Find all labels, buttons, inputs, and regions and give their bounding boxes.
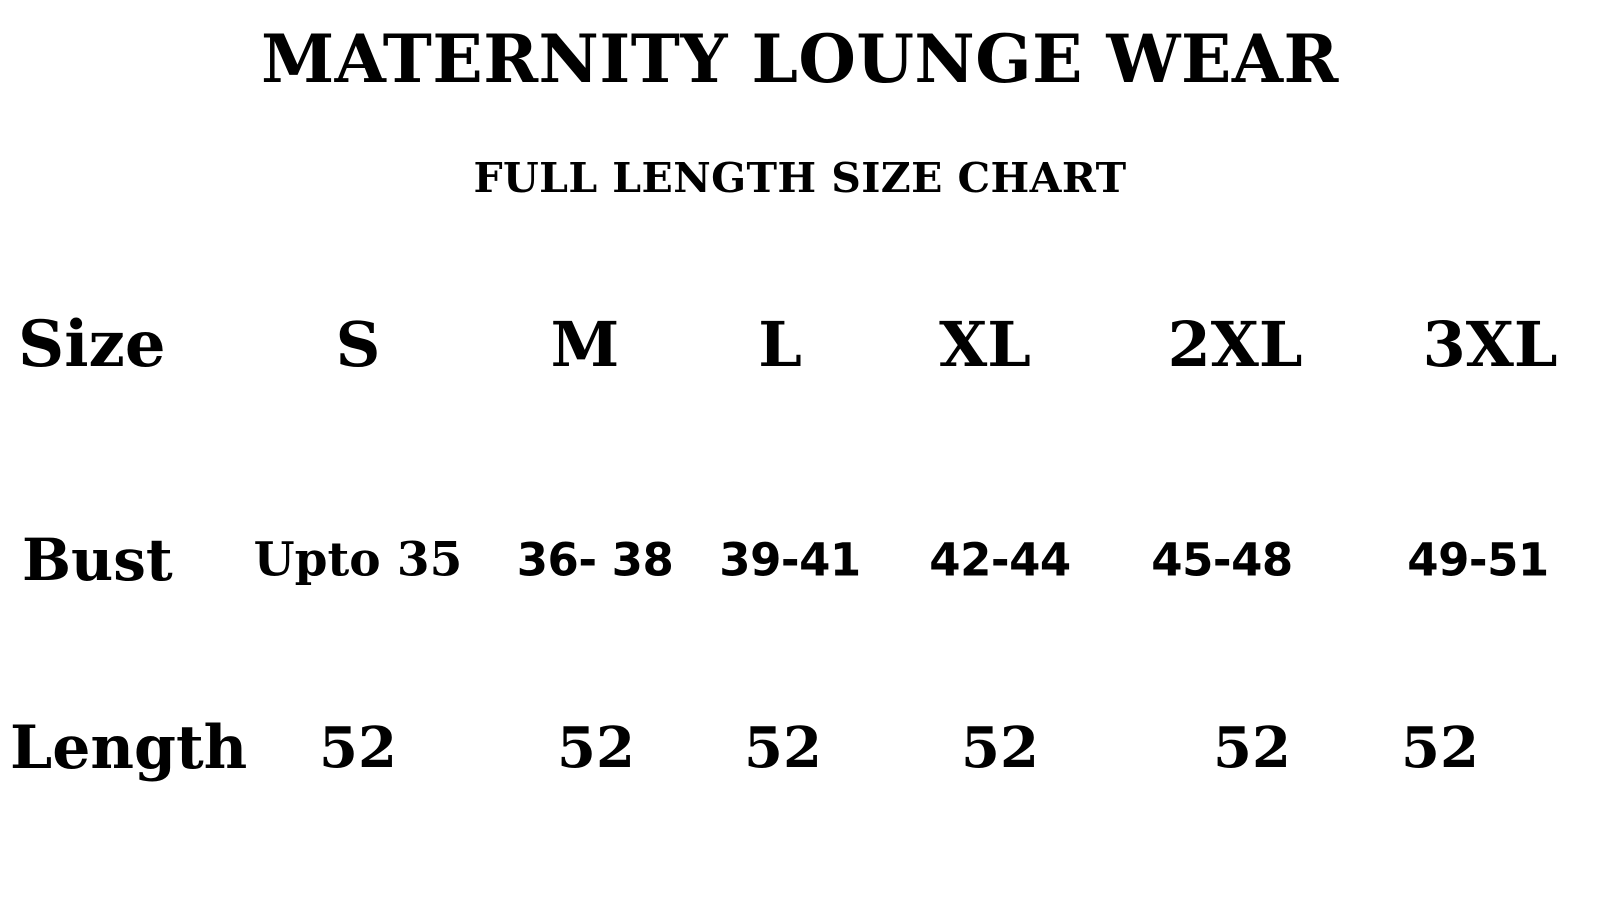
length-value-3xl: 52 bbox=[1401, 715, 1479, 781]
length-value-2xl: 52 bbox=[1213, 715, 1291, 781]
column-header-m: M bbox=[550, 308, 620, 381]
length-value-m: 52 bbox=[557, 715, 635, 781]
length-value-xl: 52 bbox=[961, 715, 1039, 781]
page-subtitle: FULL LENGTH SIZE CHART bbox=[473, 154, 1127, 202]
bust-value-m: 36- 38 bbox=[516, 533, 674, 587]
row-label-bust: Bust bbox=[22, 526, 173, 594]
page-title: MATERNITY LOUNGE WEAR bbox=[261, 20, 1339, 98]
column-header-s: S bbox=[335, 308, 381, 381]
bust-value-xl: 42-44 bbox=[929, 533, 1071, 587]
row-header-label-size: Size bbox=[18, 307, 166, 382]
column-header-l: L bbox=[758, 308, 802, 381]
bust-value-2xl: 45-48 bbox=[1151, 533, 1293, 587]
row-label-length: Length bbox=[10, 713, 248, 783]
column-header-2xl: 2XL bbox=[1167, 308, 1303, 381]
bust-value-3xl: 49-51 bbox=[1407, 533, 1549, 587]
bust-value-s: Upto 35 bbox=[253, 532, 463, 588]
column-header-xl: XL bbox=[939, 308, 1031, 381]
length-value-l: 52 bbox=[744, 715, 822, 781]
bust-value-l: 39-41 bbox=[719, 533, 861, 587]
column-header-3xl: 3XL bbox=[1422, 308, 1558, 381]
length-value-s: 52 bbox=[319, 715, 397, 781]
